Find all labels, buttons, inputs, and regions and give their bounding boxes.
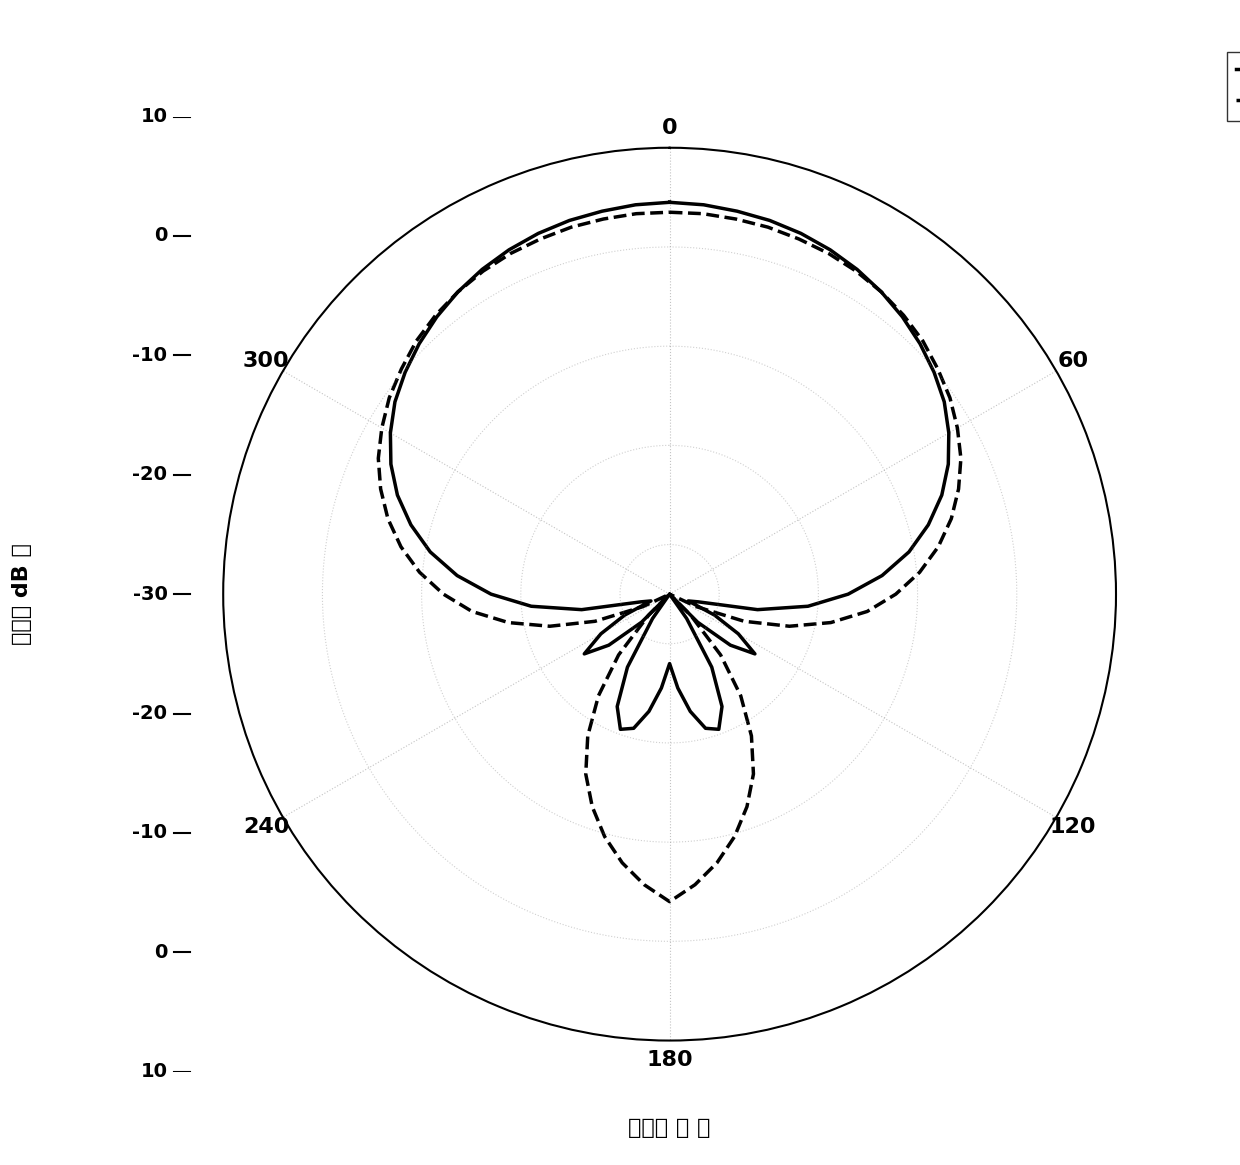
0V (653, 682, 668, 696)
0V (662, 196, 677, 210)
0V (388, 395, 403, 409)
20V (931, 539, 946, 553)
Text: -10: -10 (133, 824, 167, 842)
0V (662, 196, 677, 210)
Text: 10: 10 (140, 1062, 167, 1081)
Line: 0V: 0V (391, 203, 949, 729)
Text: 10: 10 (140, 107, 167, 126)
Line: 20V: 20V (378, 212, 961, 902)
20V (476, 264, 491, 278)
20V (409, 334, 424, 348)
20V (662, 205, 677, 219)
0V (412, 337, 427, 351)
Text: -10: -10 (133, 346, 167, 365)
Text: 0: 0 (154, 226, 167, 246)
Text: 0: 0 (154, 942, 167, 962)
20V (662, 587, 677, 601)
Text: 角度（ 度 ）: 角度（ 度 ） (629, 1117, 711, 1138)
20V (662, 587, 677, 601)
20V (662, 205, 677, 219)
0V (901, 545, 916, 559)
Text: 增益（ dB ）: 增益（ dB ） (12, 543, 32, 645)
Legend: 0V, 20V: 0V, 20V (1226, 51, 1240, 121)
20V (637, 877, 652, 891)
0V (662, 587, 677, 601)
Text: -20: -20 (133, 704, 167, 723)
Text: -30: -30 (133, 585, 167, 603)
0V (730, 627, 745, 641)
Text: -20: -20 (133, 465, 167, 485)
0V (475, 262, 490, 276)
20V (382, 391, 397, 405)
